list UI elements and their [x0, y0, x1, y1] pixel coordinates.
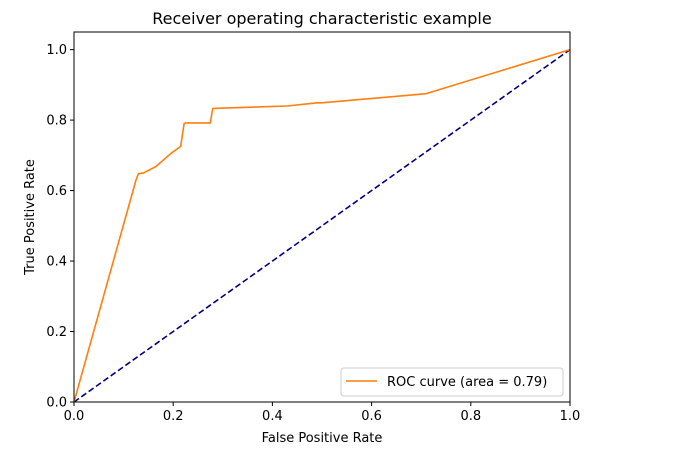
- y-axis-ticks: 0.0 0.2 0.4 0.6 0.8 1.0: [46, 43, 74, 411]
- x-tick-label: 0.8: [460, 409, 481, 424]
- plot-frame: [73, 31, 571, 403]
- x-tick-label: 0.2: [163, 409, 184, 424]
- x-tick-label: 0.6: [361, 409, 382, 424]
- legend: ROC curve (area = 0.79): [340, 367, 564, 397]
- y-tick-label: 1.0: [46, 43, 67, 58]
- y-tick-label: 0.4: [46, 255, 67, 270]
- series-layer: [73, 48, 571, 403]
- x-tick-label: 0.4: [262, 409, 283, 424]
- legend-label-roc: ROC curve (area = 0.79): [387, 375, 547, 390]
- legend-box: [340, 367, 564, 397]
- x-tick-label: 0.0: [64, 409, 85, 424]
- y-tick-label: 0.6: [46, 184, 67, 199]
- y-tick-label: 0.2: [46, 325, 67, 340]
- x-tick-label: 1.0: [560, 409, 581, 424]
- y-tick-label: 0.8: [46, 114, 67, 129]
- chance-diagonal-line: [73, 48, 571, 403]
- plot-area: [74, 32, 570, 402]
- y-tick-label: 0.0: [46, 396, 67, 411]
- x-axis-label: False Positive Rate: [262, 431, 383, 446]
- roc-curve-line: [73, 48, 571, 403]
- chart-title: Receiver operating characteristic exampl…: [152, 9, 491, 28]
- x-axis-ticks: 0.0 0.2 0.4 0.6 0.8 1.0: [64, 402, 581, 424]
- y-axis-label: True Positive Rate: [23, 159, 38, 276]
